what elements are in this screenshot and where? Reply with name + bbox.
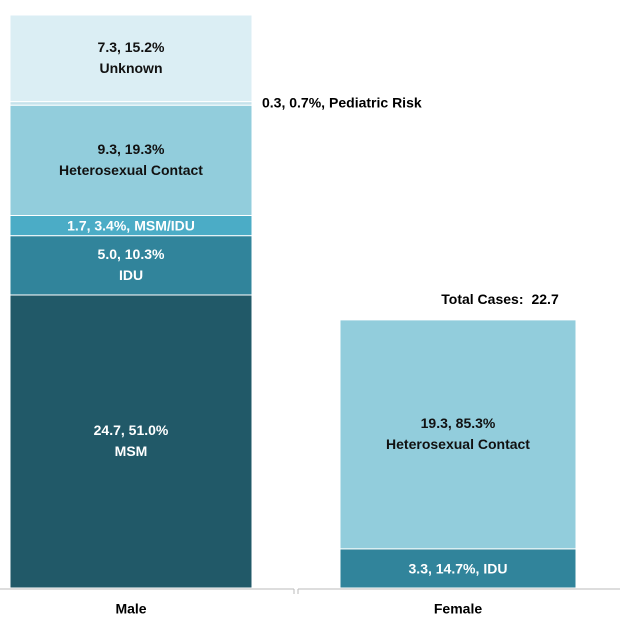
data-label-value: 19.3, 85.3% — [421, 415, 496, 431]
data-label-name: MSM/IDU — [134, 217, 195, 233]
data-label: 1.7, 3.4%, MSM/IDU — [67, 217, 195, 233]
data-label-value: 24.7, 51.0% — [94, 422, 169, 438]
bar-segment — [339, 319, 577, 550]
data-label: 0.3, 0.7%, Pediatric Risk — [262, 94, 422, 110]
bar-segment — [9, 104, 253, 216]
annotation-value: 22.7 — [531, 291, 558, 307]
bar-segment — [9, 14, 253, 103]
data-label-value: 5.0, 10.3% — [98, 246, 165, 262]
data-label-name: IDU — [483, 560, 507, 576]
data-label-name: Heterosexual Contact — [59, 162, 203, 178]
data-label-name: MSM — [115, 443, 148, 459]
data-label-name: Unknown — [100, 60, 163, 76]
bar-segment — [9, 294, 253, 589]
data-label-value: 7.3, 15.2% — [98, 39, 165, 55]
annotation-label: Total Cases: — [441, 291, 523, 307]
data-label-name: Heterosexual Contact — [386, 436, 530, 452]
data-label-name: IDU — [119, 267, 143, 283]
x-tick-label: Female — [434, 601, 482, 617]
data-label-value: 3.3, 14.7%, — [409, 560, 480, 576]
data-label-name: Pediatric Risk — [329, 94, 422, 110]
data-label-value: 1.7, 3.4%, — [67, 217, 130, 233]
bar-segment — [9, 101, 253, 106]
bar-segment — [9, 214, 253, 237]
data-label-value: 0.3, 0.7%, — [262, 94, 325, 110]
annotation: Total Cases: 22.7 — [441, 291, 559, 307]
data-label-value: 9.3, 19.3% — [98, 141, 165, 157]
bar-segment — [9, 235, 253, 296]
x-tick-label: Male — [115, 601, 146, 617]
data-label: 3.3, 14.7%, IDU — [409, 560, 508, 576]
